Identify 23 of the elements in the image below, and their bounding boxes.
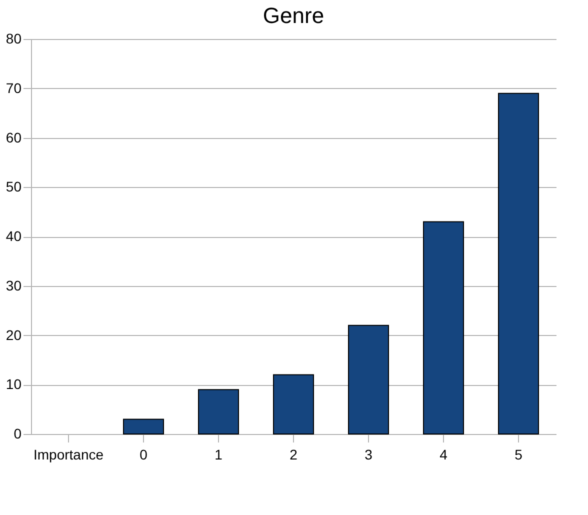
x-tick-label: 3 — [364, 446, 373, 462]
x-tick-label: 5 — [514, 446, 523, 462]
x-tick-label: 1 — [214, 446, 223, 462]
y-tick-label: 50 — [6, 178, 22, 195]
x-tick-label: 4 — [440, 446, 448, 462]
y-tick-label: 20 — [6, 326, 22, 343]
y-tick-label: 30 — [6, 277, 22, 294]
y-tick-label: 10 — [6, 376, 22, 392]
x-tick-label: 0 — [140, 446, 148, 462]
bar — [423, 221, 464, 434]
y-tick-label: 60 — [6, 129, 22, 146]
y-tick-label: 0 — [14, 426, 22, 442]
bar — [273, 374, 314, 434]
y-tick-label: 80 — [6, 30, 22, 46]
x-tick-label: Importance — [33, 446, 104, 462]
y-tick-label: 40 — [6, 228, 22, 244]
bar — [498, 92, 539, 434]
y-tick-label: 70 — [6, 80, 22, 96]
x-tick-label: 2 — [290, 446, 298, 462]
bar — [123, 418, 164, 434]
bar — [198, 389, 239, 434]
bar — [348, 324, 389, 434]
chart-title: Genre — [262, 3, 324, 28]
